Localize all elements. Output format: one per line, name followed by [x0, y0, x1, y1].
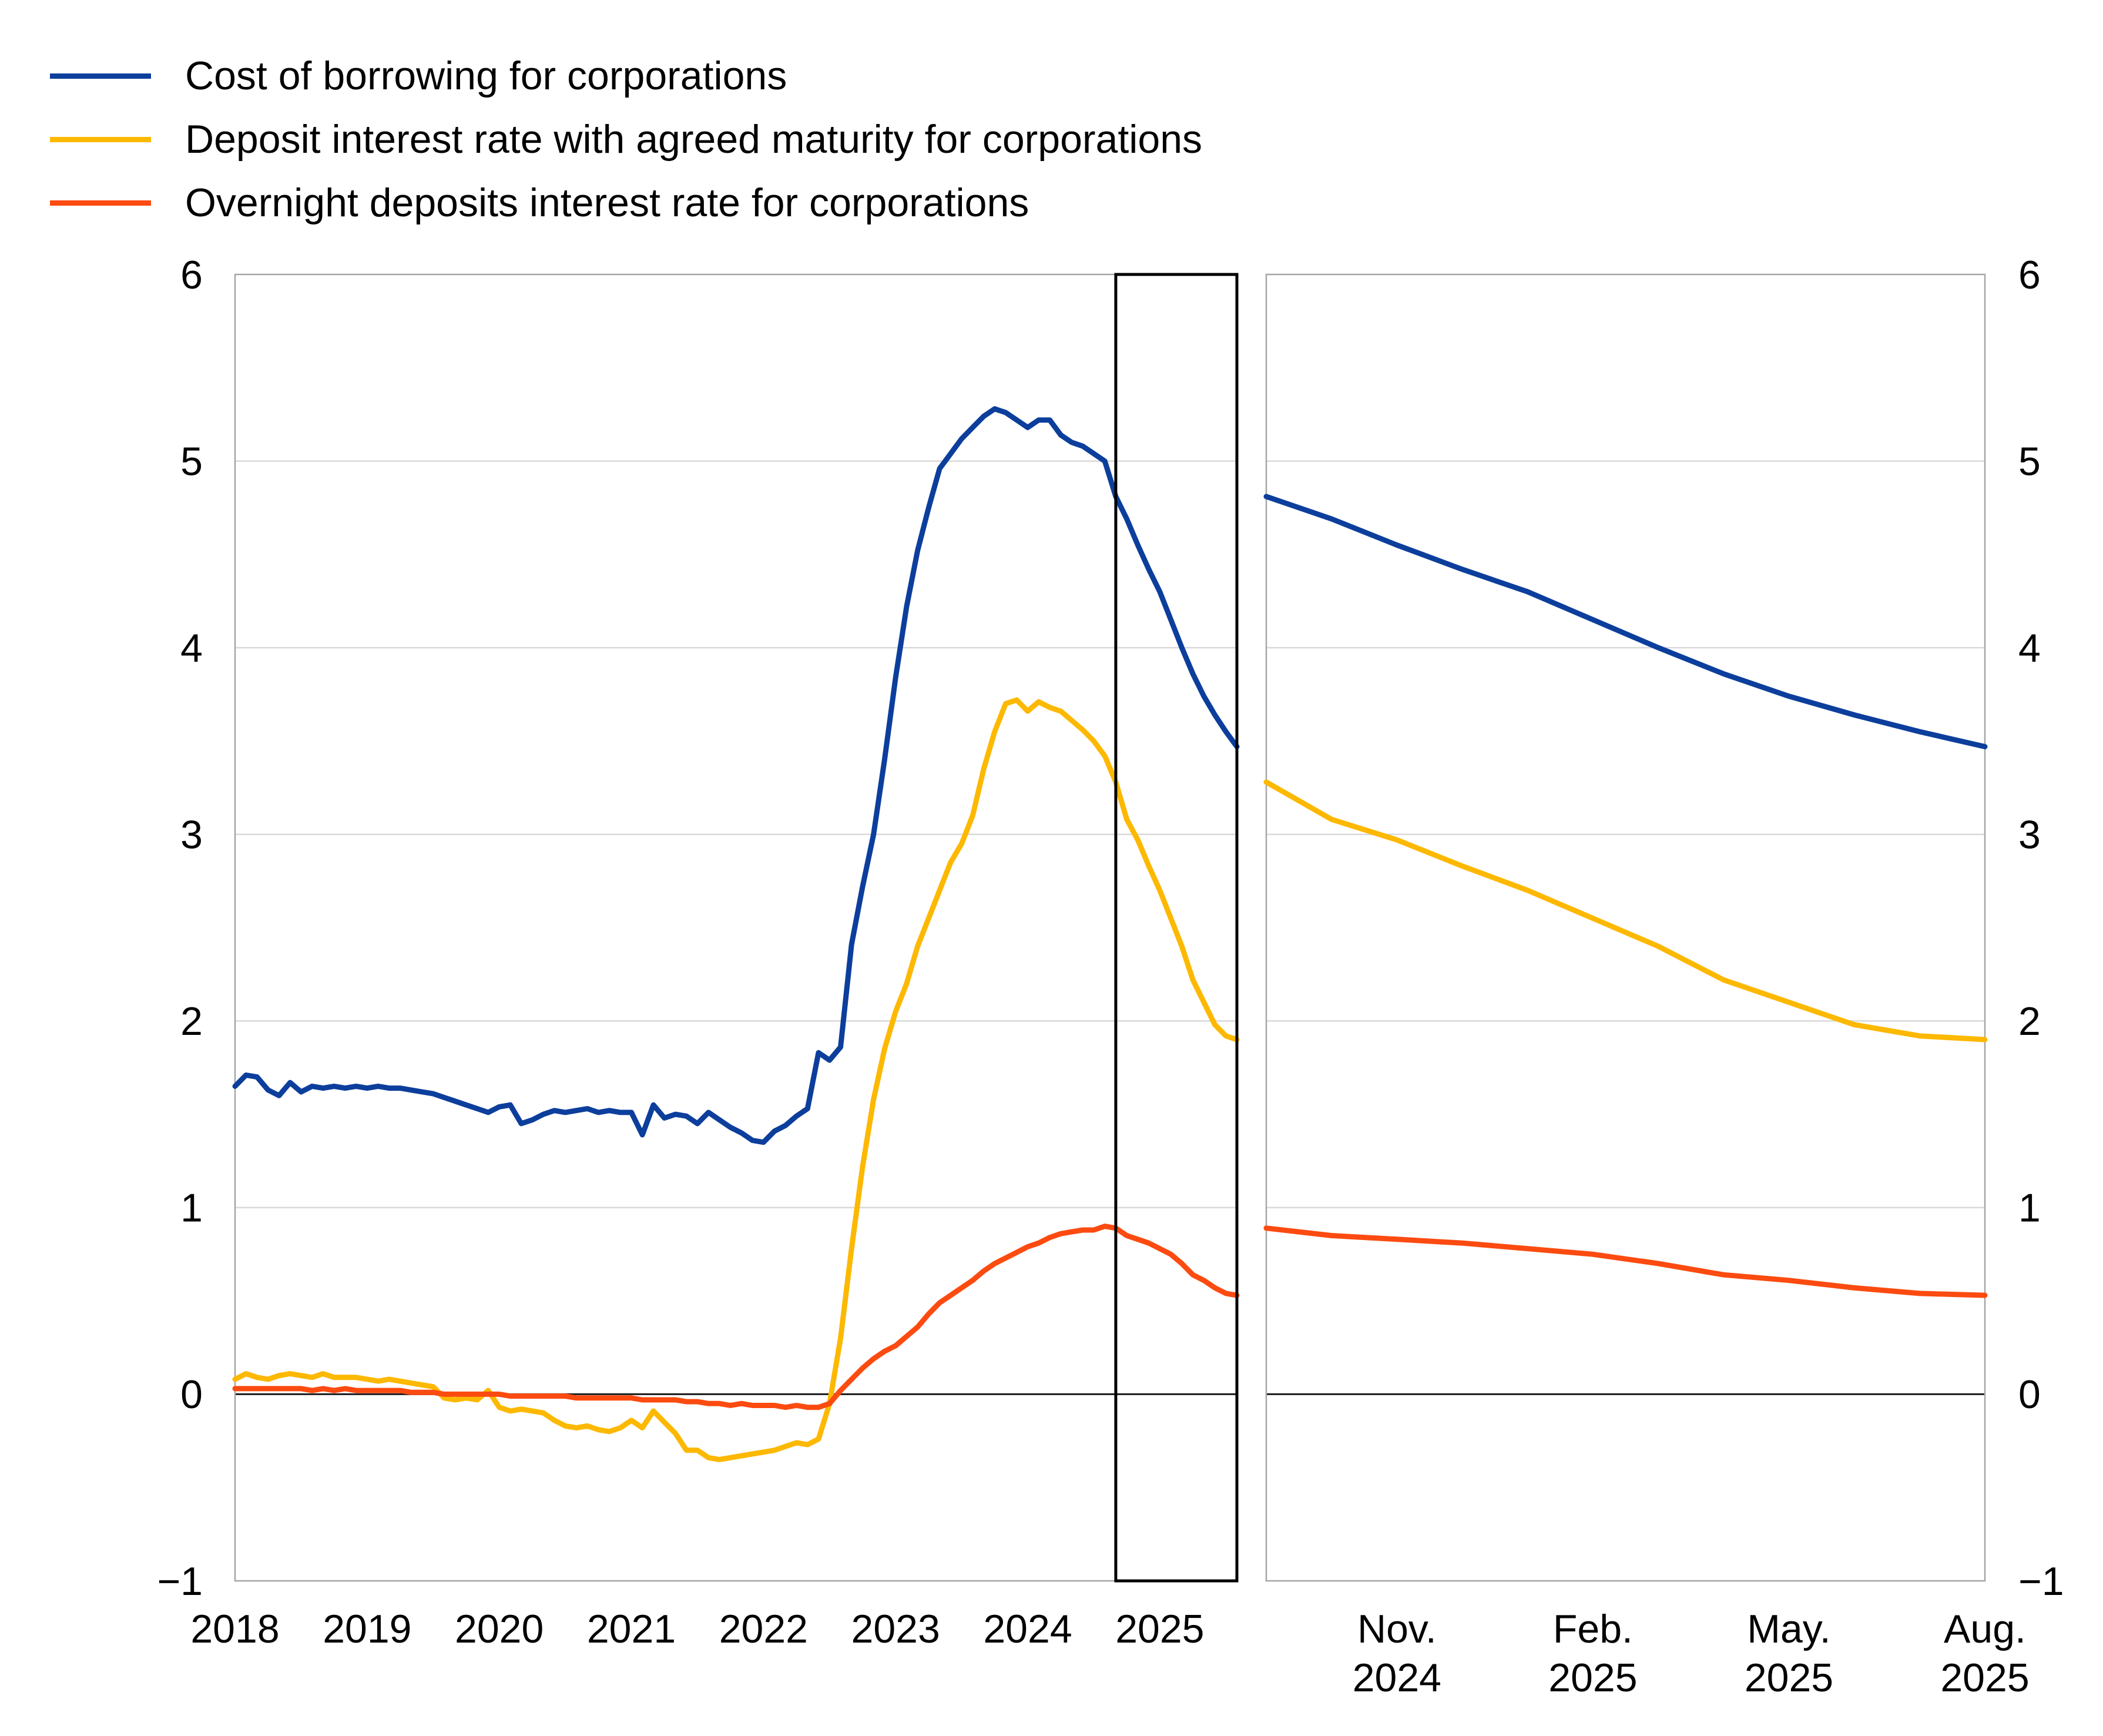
legend-line-swatch-red [50, 200, 151, 206]
series-line-deposit-interest-rate-with-agreed-maturity-for-corporations [232, 697, 1240, 1463]
x-axis-label-month: May. [1747, 1607, 1830, 1651]
series-line-deposit-interest-rate-with-agreed-maturity-for-corporations [1263, 779, 1988, 1043]
y-axis-label-right: 5 [2018, 439, 2041, 484]
plot-border-panel-1 [234, 273, 1238, 1582]
series-line-overnight-deposits-interest-rate-for-corporations [1263, 1225, 1988, 1298]
x-axis-label-year: 2025 [1115, 1607, 1204, 1651]
legend-label: Overnight deposits interest rate for cor… [185, 180, 1029, 225]
x-axis-label-month: Aug. [1944, 1607, 2026, 1651]
y-axis-label-left: 3 [180, 813, 203, 857]
y-axis-label-right: 1 [2018, 1186, 2041, 1231]
y-axis-label-right: 6 [2018, 253, 2041, 297]
y-axis-label-right: 3 [2018, 813, 2041, 857]
legend-item-cost-of-borrowing: Cost of borrowing for corporations [50, 44, 1202, 108]
y-axis-label-left: 6 [180, 253, 203, 297]
legend-item-overnight-deposits: Overnight deposits interest rate for cor… [50, 171, 1202, 234]
y-axis-label-left: 1 [180, 1186, 203, 1231]
y-axis-label-left: −1 [157, 1559, 203, 1604]
y-axis-label-left: 5 [180, 439, 203, 484]
x-axis-label-month-year: 2025 [1940, 1655, 2029, 1700]
x-axis-label-year: 2023 [851, 1607, 940, 1651]
y-axis-label-right: 4 [2018, 626, 2041, 671]
legend-label: Cost of borrowing for corporations [185, 53, 787, 98]
highlight-box [1114, 273, 1239, 1583]
x-axis-label-month-year: 2025 [1745, 1655, 1833, 1700]
plot-border-panel-2 [1265, 273, 1986, 1582]
y-axis-label-left: 2 [180, 999, 203, 1044]
x-axis-label-month: Feb. [1553, 1607, 1633, 1651]
y-axis-label-right: −1 [2018, 1559, 2064, 1604]
x-axis-label-year: 2021 [587, 1607, 676, 1651]
legend-item-deposit-agreed-maturity: Deposit interest rate with agreed maturi… [50, 108, 1202, 171]
x-axis-label-month-year: 2024 [1353, 1655, 1441, 1700]
series-line-cost-of-borrowing-for-corporations [232, 406, 1240, 1145]
x-axis-label-year: 2022 [719, 1607, 808, 1651]
x-axis-label-year: 2024 [983, 1607, 1072, 1651]
y-axis-label-left: 0 [180, 1372, 203, 1417]
x-axis-label-year: 2019 [323, 1607, 411, 1651]
y-axis-label-right: 0 [2018, 1372, 2041, 1417]
x-axis-label-year: 2018 [190, 1607, 279, 1651]
y-axis-label-left: 4 [180, 626, 203, 671]
x-axis-label-year: 2020 [455, 1607, 544, 1651]
x-axis-label-month: Nov. [1357, 1607, 1437, 1651]
legend-label: Deposit interest rate with agreed maturi… [185, 117, 1203, 162]
legend: Cost of borrowing for corporations Depos… [50, 44, 1202, 234]
series-line-overnight-deposits-interest-rate-for-corporations [232, 1224, 1240, 1410]
legend-line-swatch-yellow [50, 136, 151, 142]
legend-line-swatch-blue [50, 73, 151, 79]
y-axis-label-right: 2 [2018, 999, 2041, 1044]
series-line-cost-of-borrowing-for-corporations [1263, 494, 1988, 749]
x-axis-label-month-year: 2025 [1548, 1655, 1637, 1700]
